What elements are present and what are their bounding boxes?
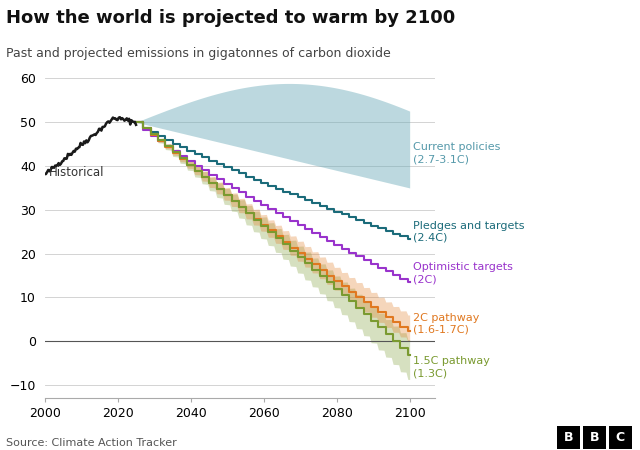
FancyBboxPatch shape — [557, 427, 580, 449]
Text: Past and projected emissions in gigatonnes of carbon dioxide: Past and projected emissions in gigatonn… — [6, 47, 391, 60]
Text: 1.5C pathway
(1.3C): 1.5C pathway (1.3C) — [413, 356, 490, 379]
Text: Optimistic targets
(2C): Optimistic targets (2C) — [413, 262, 513, 284]
FancyBboxPatch shape — [583, 427, 606, 449]
Text: C: C — [616, 431, 625, 444]
Text: B: B — [564, 431, 573, 444]
FancyBboxPatch shape — [609, 427, 632, 449]
Text: Pledges and targets
(2.4C): Pledges and targets (2.4C) — [413, 220, 525, 243]
Text: How the world is projected to warm by 2100: How the world is projected to warm by 21… — [6, 9, 456, 27]
Text: Source: Climate Action Tracker: Source: Climate Action Tracker — [6, 438, 177, 448]
Text: Current policies
(2.7-3.1C): Current policies (2.7-3.1C) — [413, 142, 500, 164]
Text: B: B — [589, 431, 599, 444]
Text: Historical: Historical — [49, 166, 104, 179]
Text: 2C pathway
(1.6-1.7C): 2C pathway (1.6-1.7C) — [413, 313, 480, 335]
